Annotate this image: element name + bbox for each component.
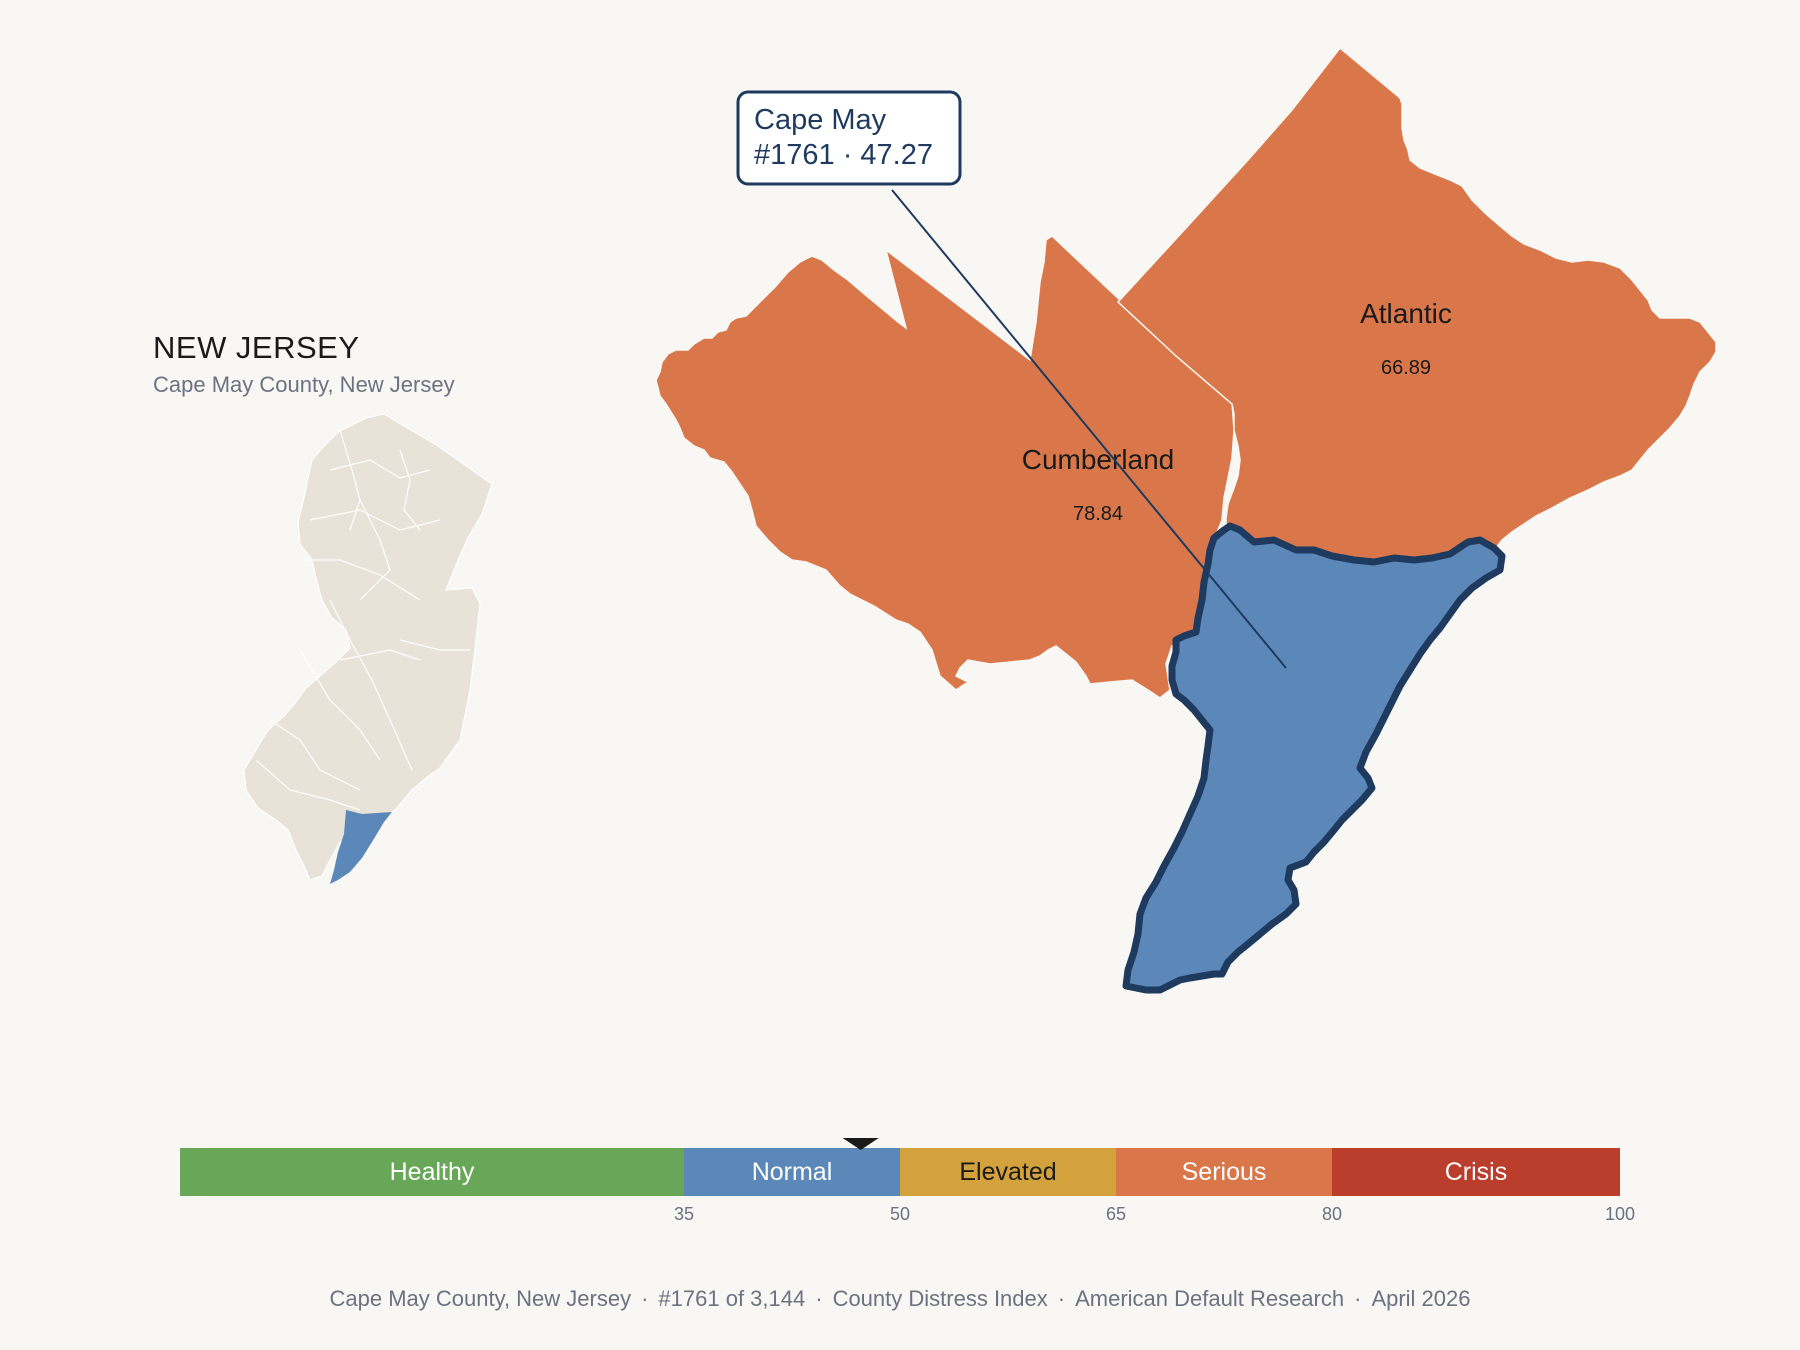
callout-line1: Cape May [754, 104, 887, 136]
legend-tick-50: 50 [890, 1204, 910, 1224]
label-cumberland-value: 78.84 [1073, 503, 1123, 525]
legend-band-elevated [900, 1148, 1116, 1196]
state-inset-map [243, 413, 493, 884]
legend-tick-65: 65 [1106, 1204, 1126, 1224]
state-title: NEW JERSEY [153, 330, 360, 365]
state-subtitle: Cape May County, New Jersey [153, 372, 455, 397]
legend-tick-100: 100 [1605, 1204, 1635, 1224]
legend-label-serious: Serious [1182, 1158, 1267, 1186]
legend-label-elevated: Elevated [959, 1158, 1056, 1186]
legend-label-crisis: Crisis [1445, 1158, 1508, 1186]
label-atlantic-value: 66.89 [1381, 357, 1431, 379]
legend-tick-80: 80 [1322, 1204, 1342, 1224]
legend-tick-35: 35 [674, 1204, 694, 1224]
legend-band-healthy [180, 1148, 684, 1196]
legend-label-healthy: Healthy [390, 1158, 475, 1186]
label-cumberland-name: Cumberland [1022, 444, 1175, 475]
legend-scale: Healthy Normal Elevated Serious Crisis 35 50 65… [180, 1138, 1635, 1224]
footer-index: County Distress Index [832, 1286, 1048, 1311]
legend-label-normal: Normal [752, 1158, 833, 1186]
inset-state-shape [243, 413, 493, 881]
callout-box: Cape May #1761 · 47.27 [736, 90, 962, 186]
legend-band-serious [1116, 1148, 1332, 1196]
callout-leader-line [891, 189, 1287, 669]
footer: Cape May County, New Jersey · #1761 of 3,1… [329, 1286, 1471, 1311]
legend-band-crisis [1332, 1148, 1620, 1196]
inset-cape-may-highlight [330, 810, 392, 884]
footer-date: April 2026 [1371, 1286, 1471, 1311]
footer-source: American Default Research [1075, 1286, 1345, 1311]
footer-rank: #1761 of 3,144 [658, 1286, 806, 1311]
legend-band-normal [684, 1148, 900, 1196]
label-atlantic-name: Atlantic [1360, 298, 1452, 329]
callout-line2: #1761 · 47.27 [754, 139, 933, 171]
county-cape-may[interactable] [1122, 522, 1506, 994]
footer-county: Cape May County, New Jersey [329, 1286, 632, 1311]
legend-marker [842, 1138, 879, 1150]
county-map: Cumberland 78.84 Atlantic 66.89 [655, 46, 1717, 994]
